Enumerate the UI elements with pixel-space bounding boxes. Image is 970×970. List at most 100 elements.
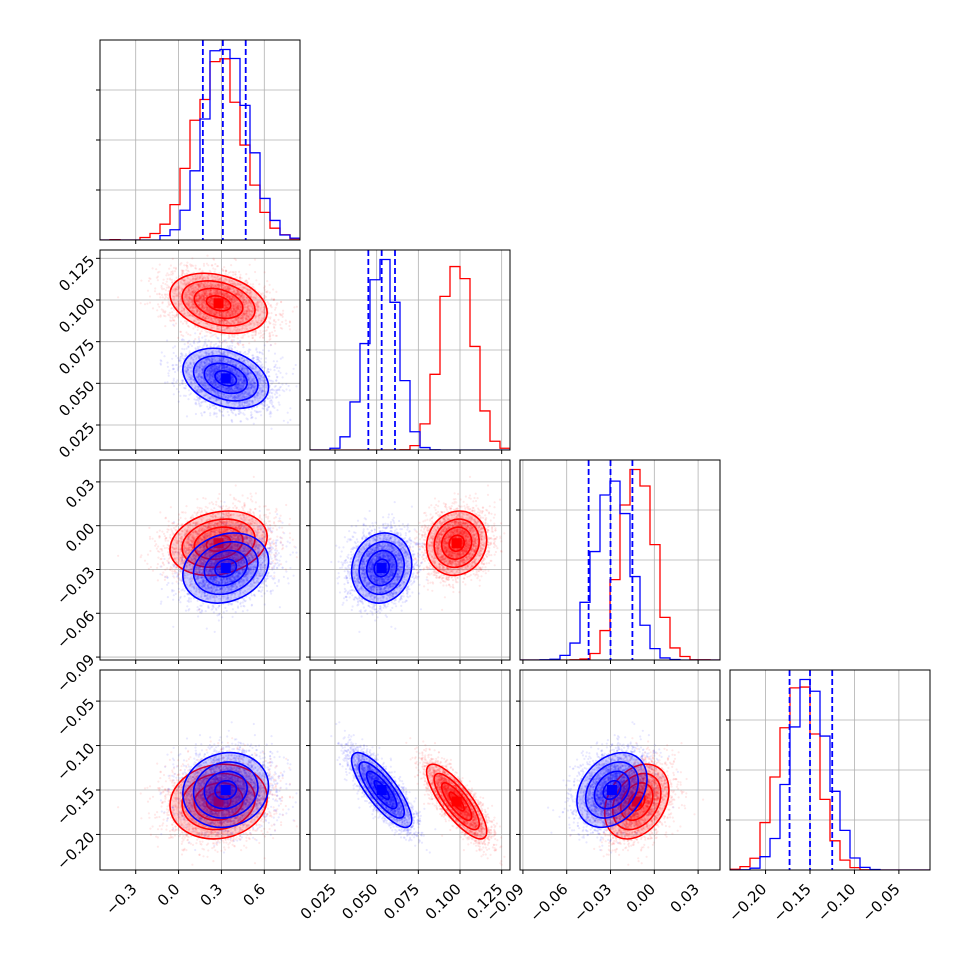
sample-point — [231, 298, 234, 301]
sample-point — [263, 332, 266, 335]
sample-point — [233, 305, 236, 308]
sample-point — [166, 284, 169, 287]
sample-point — [231, 301, 234, 304]
sample-point — [214, 284, 217, 287]
sample-point — [168, 267, 171, 270]
sample-point — [195, 296, 198, 299]
sample-point — [205, 284, 208, 287]
sample-point — [167, 372, 170, 375]
sample-point — [181, 283, 184, 286]
sample-point — [232, 305, 236, 308]
sample-point — [284, 319, 287, 322]
sample-point — [227, 289, 230, 292]
sample-point — [178, 275, 181, 278]
sample-point — [171, 316, 174, 320]
sample-point — [223, 300, 226, 303]
sample-point — [201, 300, 204, 303]
sample-point — [215, 284, 218, 287]
sample-point — [228, 296, 231, 299]
sample-point — [254, 270, 257, 274]
sample-point — [235, 276, 238, 279]
sample-point — [228, 321, 231, 324]
sample-point — [216, 311, 219, 314]
sample-point — [225, 305, 228, 308]
sample-point — [192, 320, 195, 323]
sample-point — [237, 306, 240, 309]
sample-point — [232, 339, 235, 342]
sample-point — [194, 287, 197, 290]
sample-point — [254, 417, 257, 420]
sample-point — [159, 315, 162, 318]
sample-point — [189, 343, 192, 346]
sample-point — [238, 315, 241, 319]
sample-point — [163, 355, 166, 358]
sample-point — [199, 332, 202, 335]
sample-point — [212, 320, 215, 323]
sample-point — [158, 293, 161, 296]
sample-point — [183, 264, 186, 267]
sample-point — [164, 289, 167, 292]
sample-point — [213, 292, 217, 295]
sample-point — [197, 283, 200, 286]
sample-point — [225, 300, 228, 304]
sample-point — [255, 279, 258, 282]
sample-point — [216, 292, 219, 295]
sample-point — [184, 293, 187, 297]
sample-point — [233, 318, 236, 321]
sample-point — [202, 301, 205, 304]
sample-point — [270, 399, 273, 402]
sample-point — [187, 293, 190, 296]
sample-point — [167, 285, 170, 288]
sample-point — [206, 293, 209, 296]
sample-point — [233, 335, 236, 339]
sample-point — [198, 274, 202, 278]
sample-point — [238, 270, 241, 273]
sample-point — [260, 310, 263, 313]
sample-point — [271, 392, 274, 395]
sample-point — [237, 308, 240, 311]
sample-point — [201, 301, 204, 305]
sample-point — [189, 290, 192, 293]
sample-point — [190, 290, 193, 293]
sample-point — [227, 311, 230, 314]
sample-point — [191, 303, 194, 306]
sample-point — [201, 306, 204, 309]
sample-point — [229, 329, 232, 332]
sample-point — [199, 284, 202, 287]
sample-point — [263, 297, 266, 300]
sample-point — [230, 323, 233, 326]
sample-point — [240, 336, 243, 339]
sample-point — [220, 326, 223, 329]
sample-point — [202, 284, 205, 287]
sample-point — [156, 309, 159, 312]
sample-point — [174, 303, 177, 306]
sample-point — [226, 306, 229, 309]
sample-point — [253, 409, 256, 412]
sample-point — [275, 314, 278, 317]
sample-point — [261, 292, 264, 295]
sample-point — [250, 334, 253, 337]
sample-point — [272, 360, 275, 363]
sample-point — [275, 290, 278, 293]
sample-point — [201, 298, 204, 301]
sample-point — [164, 283, 167, 286]
sample-point — [278, 394, 281, 397]
sample-point — [225, 319, 229, 322]
sample-point — [239, 339, 242, 342]
sample-point — [187, 288, 190, 291]
sample-point — [225, 306, 228, 309]
sample-point — [201, 293, 204, 296]
sample-point — [154, 287, 157, 290]
sample-point — [246, 310, 249, 313]
sample-point — [218, 312, 221, 315]
sample-point — [241, 316, 244, 319]
sample-point — [268, 291, 271, 294]
sample-point — [197, 319, 200, 322]
sample-point — [257, 305, 260, 308]
sample-point — [181, 288, 184, 291]
sample-point — [230, 308, 233, 312]
sample-point — [235, 307, 238, 310]
sample-point — [231, 307, 234, 310]
sample-point — [178, 286, 181, 289]
